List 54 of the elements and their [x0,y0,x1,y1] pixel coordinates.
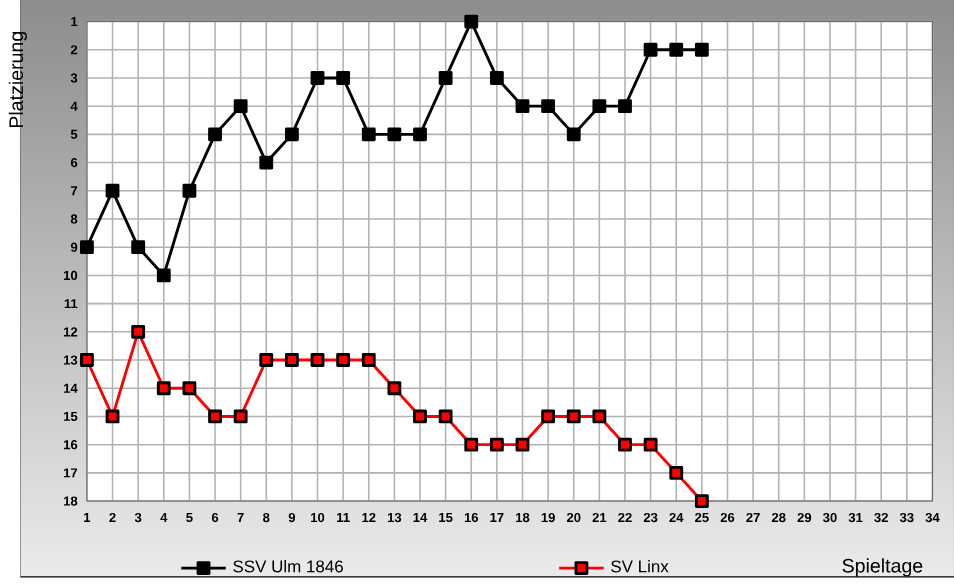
point [592,98,607,113]
point [515,98,530,113]
point [156,381,171,395]
point [566,127,581,141]
point [669,42,684,57]
point [361,127,376,141]
point [233,98,248,113]
point [310,352,325,367]
point [284,352,299,367]
point [643,437,658,452]
point [464,437,479,452]
point [592,409,607,424]
point [156,268,171,283]
point [541,98,556,113]
point [489,437,504,452]
y-axis-title: Platzierung [8,31,27,127]
point [79,239,94,254]
point [336,70,351,85]
point [208,127,222,141]
point [694,493,709,508]
point [361,352,376,367]
point [387,127,402,141]
point [387,381,402,395]
point [694,42,709,57]
point [336,352,351,367]
legend-label: SSV Ulm 1846 [233,559,343,573]
x-axis-title: Spieltage [842,557,923,577]
point [669,465,684,480]
point [105,409,120,424]
point [438,409,453,424]
point [438,70,453,85]
legend-label: SV Linx [611,559,669,573]
point [284,127,299,141]
point [259,352,274,367]
point [79,352,94,367]
point [489,70,504,85]
point [515,437,530,452]
point [566,409,581,424]
point [259,155,274,170]
point [131,324,146,339]
point [208,409,222,424]
point [233,409,248,424]
point [618,437,632,452]
point [541,409,556,424]
point [182,183,197,198]
point [643,42,658,57]
point [413,127,427,141]
point [310,70,325,85]
point [182,381,197,395]
point [618,98,632,113]
point [464,14,479,29]
point [413,409,427,424]
point [131,239,146,254]
point [105,183,120,198]
